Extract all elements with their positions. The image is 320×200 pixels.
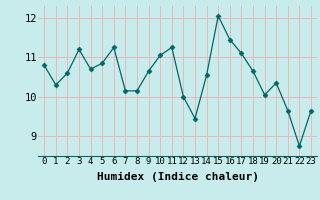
X-axis label: Humidex (Indice chaleur): Humidex (Indice chaleur) xyxy=(97,172,259,182)
